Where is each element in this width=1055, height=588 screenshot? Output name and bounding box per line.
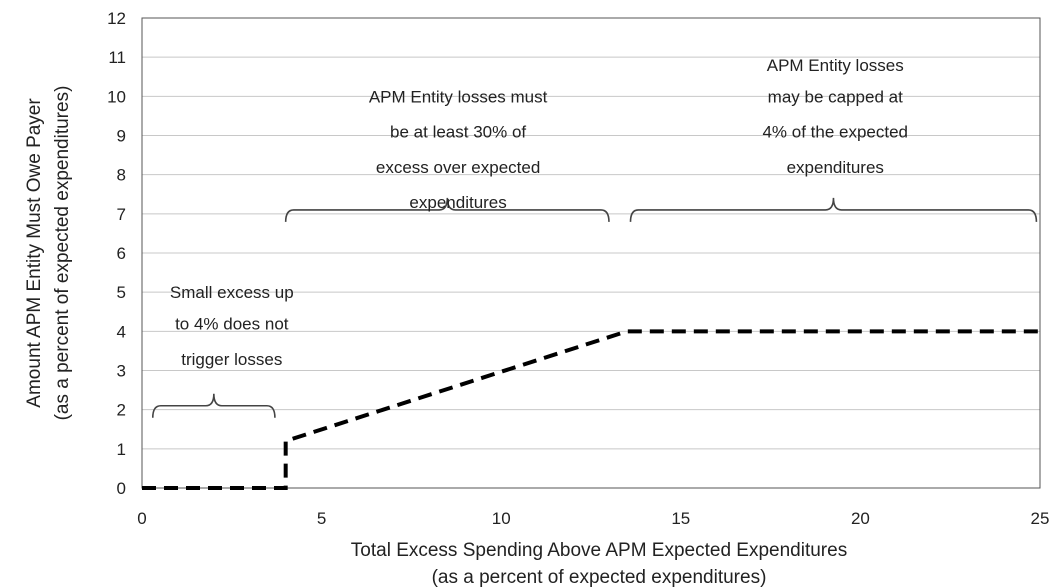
y-tick-label: 0 [117,479,126,498]
x-tick-label: 25 [1031,509,1050,528]
annotation-text: trigger losses [181,350,282,369]
plot-frame [141,17,1041,489]
bracket [151,393,276,418]
bracket [284,197,610,222]
y-tick-label: 7 [117,205,126,224]
y-axis-label-line: Amount APM Entity Must Owe Payer [24,98,45,408]
x-axis-ticks: 0 5 10 15 20 25 [137,509,1049,528]
annotation-text: to 4% does not [175,315,289,334]
y-tick-label: 5 [117,283,126,302]
annotation-text: Small excess up [170,283,294,302]
y-tick-label: 9 [117,127,126,146]
x-axis-label: Total Excess Spending Above APM Expected… [351,540,847,588]
grid-lines [142,17,1040,489]
x-tick-label: 20 [851,509,870,528]
y-axis-label: Amount APM Entity Must Owe Payer (as a pe… [24,86,73,421]
x-axis-label-line: (as a percent of expected expenditures) [432,567,767,588]
annotation-text: may be capped at [768,87,903,106]
bracket [629,197,1038,222]
x-tick-label: 10 [492,509,511,528]
y-tick-label: 6 [117,244,126,263]
x-axis-label-line: Total Excess Spending Above APM Expected… [351,540,847,561]
series-line [142,329,1040,490]
y-tick-label: 8 [117,166,126,185]
x-tick-label: 5 [317,509,326,528]
annotation-text: APM Entity losses [767,56,904,75]
y-axis-label-line: (as a percent of expected expenditures) [52,86,73,421]
y-tick-label: 12 [107,9,126,28]
y-tick-label: 1 [117,440,126,459]
annotation-text: expenditures [409,193,506,212]
data-series [142,329,1040,490]
x-tick-label: 0 [137,509,146,528]
y-tick-label: 2 [117,401,126,420]
annotation-text: 4% of the expected [762,123,908,142]
x-tick-label: 15 [671,509,690,528]
annotations: Small excess up to 4% does not trigger los… [151,56,1038,418]
annotation-text: APM Entity losses must [369,87,548,106]
y-tick-label: 3 [117,362,126,381]
annotation-text: be at least 30% of [390,123,526,142]
y-tick-label: 10 [107,87,126,106]
y-tick-label: 11 [108,48,126,67]
y-tick-label: 4 [117,322,126,341]
annotation-text: excess over expected [376,158,540,177]
annotation-text: expenditures [787,158,884,177]
